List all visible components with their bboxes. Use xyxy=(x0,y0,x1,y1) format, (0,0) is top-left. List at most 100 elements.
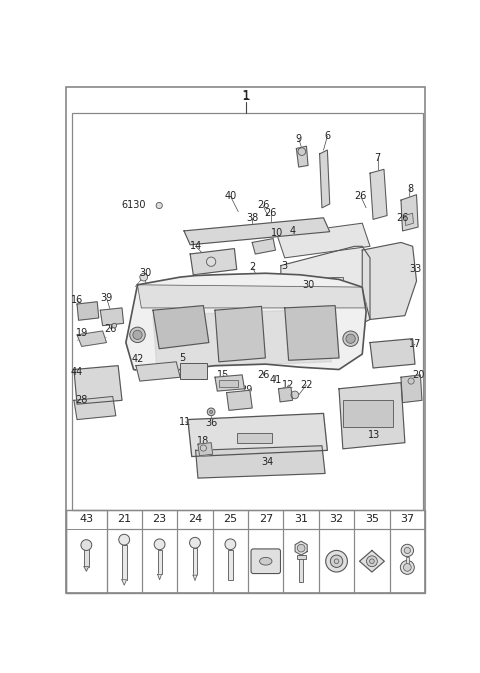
Polygon shape xyxy=(296,146,308,167)
Text: 17: 17 xyxy=(409,339,421,349)
Text: 21: 21 xyxy=(117,514,131,524)
Bar xyxy=(319,529,354,593)
Text: 4: 4 xyxy=(289,226,296,236)
Text: 26: 26 xyxy=(396,213,409,223)
Bar xyxy=(142,509,177,529)
Circle shape xyxy=(298,148,306,155)
Polygon shape xyxy=(320,150,330,208)
Text: 41: 41 xyxy=(269,374,282,384)
Bar xyxy=(122,545,127,579)
Circle shape xyxy=(130,327,145,343)
Bar xyxy=(284,509,319,529)
Text: 26: 26 xyxy=(355,191,367,201)
Circle shape xyxy=(334,559,339,563)
Text: 27: 27 xyxy=(259,514,273,524)
Circle shape xyxy=(206,257,216,267)
Circle shape xyxy=(156,203,162,209)
Text: 15: 15 xyxy=(216,370,229,380)
Polygon shape xyxy=(370,170,387,219)
Polygon shape xyxy=(157,574,162,579)
Bar xyxy=(72,113,423,509)
Bar xyxy=(354,529,390,593)
Text: 13: 13 xyxy=(368,430,380,440)
Polygon shape xyxy=(370,339,415,368)
Polygon shape xyxy=(188,413,327,456)
Text: 24: 24 xyxy=(188,514,202,524)
Text: 22: 22 xyxy=(300,380,312,390)
Text: 12: 12 xyxy=(282,380,295,390)
Polygon shape xyxy=(215,375,244,391)
Bar xyxy=(107,509,142,529)
Circle shape xyxy=(225,539,236,550)
Text: 37: 37 xyxy=(400,514,414,524)
Bar xyxy=(213,529,248,593)
Polygon shape xyxy=(295,541,307,555)
Polygon shape xyxy=(137,285,366,308)
Text: 28: 28 xyxy=(75,395,88,405)
Bar xyxy=(177,529,213,593)
Circle shape xyxy=(112,323,117,328)
Polygon shape xyxy=(278,387,292,402)
Text: 40: 40 xyxy=(224,191,237,201)
Polygon shape xyxy=(74,396,116,419)
Polygon shape xyxy=(190,248,237,275)
Circle shape xyxy=(154,539,165,550)
Text: 39: 39 xyxy=(100,293,113,303)
Text: 18: 18 xyxy=(197,436,209,446)
Ellipse shape xyxy=(260,557,272,565)
Text: 16: 16 xyxy=(71,295,83,306)
Polygon shape xyxy=(193,575,197,581)
Text: 23: 23 xyxy=(153,514,167,524)
Circle shape xyxy=(140,273,147,281)
Bar xyxy=(299,555,303,582)
Bar xyxy=(406,557,409,567)
Polygon shape xyxy=(122,579,127,585)
Bar xyxy=(390,529,425,593)
Bar xyxy=(66,509,425,593)
Polygon shape xyxy=(184,218,330,245)
Bar xyxy=(297,555,306,559)
Text: 1: 1 xyxy=(241,89,251,103)
Circle shape xyxy=(119,534,130,545)
Circle shape xyxy=(81,540,92,551)
Text: 34: 34 xyxy=(262,457,274,467)
Bar xyxy=(213,509,248,529)
Polygon shape xyxy=(136,362,180,381)
Polygon shape xyxy=(401,194,418,231)
Text: 11: 11 xyxy=(180,417,192,427)
Polygon shape xyxy=(153,309,335,369)
Text: 5: 5 xyxy=(180,353,186,363)
Circle shape xyxy=(367,556,377,567)
Text: 31: 31 xyxy=(294,514,308,524)
Text: 42: 42 xyxy=(132,355,144,365)
FancyBboxPatch shape xyxy=(251,549,280,573)
Text: 3: 3 xyxy=(282,260,288,271)
Polygon shape xyxy=(215,306,265,362)
Polygon shape xyxy=(77,302,99,320)
Circle shape xyxy=(400,561,414,574)
Bar xyxy=(142,529,177,593)
Bar xyxy=(319,509,354,529)
Text: 2: 2 xyxy=(249,262,255,272)
Circle shape xyxy=(302,294,308,300)
Text: 6130: 6130 xyxy=(121,201,146,211)
Polygon shape xyxy=(339,382,405,449)
Text: 9: 9 xyxy=(296,133,302,143)
Text: 38: 38 xyxy=(246,213,258,223)
Circle shape xyxy=(207,408,215,416)
Circle shape xyxy=(330,555,343,567)
Bar xyxy=(157,550,162,574)
Bar xyxy=(390,509,425,529)
Text: 36: 36 xyxy=(205,419,217,429)
Circle shape xyxy=(346,334,355,343)
Text: 30: 30 xyxy=(302,280,314,290)
Text: 7: 7 xyxy=(374,153,381,163)
Circle shape xyxy=(133,330,142,339)
Bar xyxy=(354,509,390,529)
Bar xyxy=(228,550,233,581)
Text: 33: 33 xyxy=(409,264,421,275)
Polygon shape xyxy=(84,567,89,571)
Bar xyxy=(343,400,393,427)
Polygon shape xyxy=(281,246,370,335)
Bar xyxy=(107,529,142,593)
